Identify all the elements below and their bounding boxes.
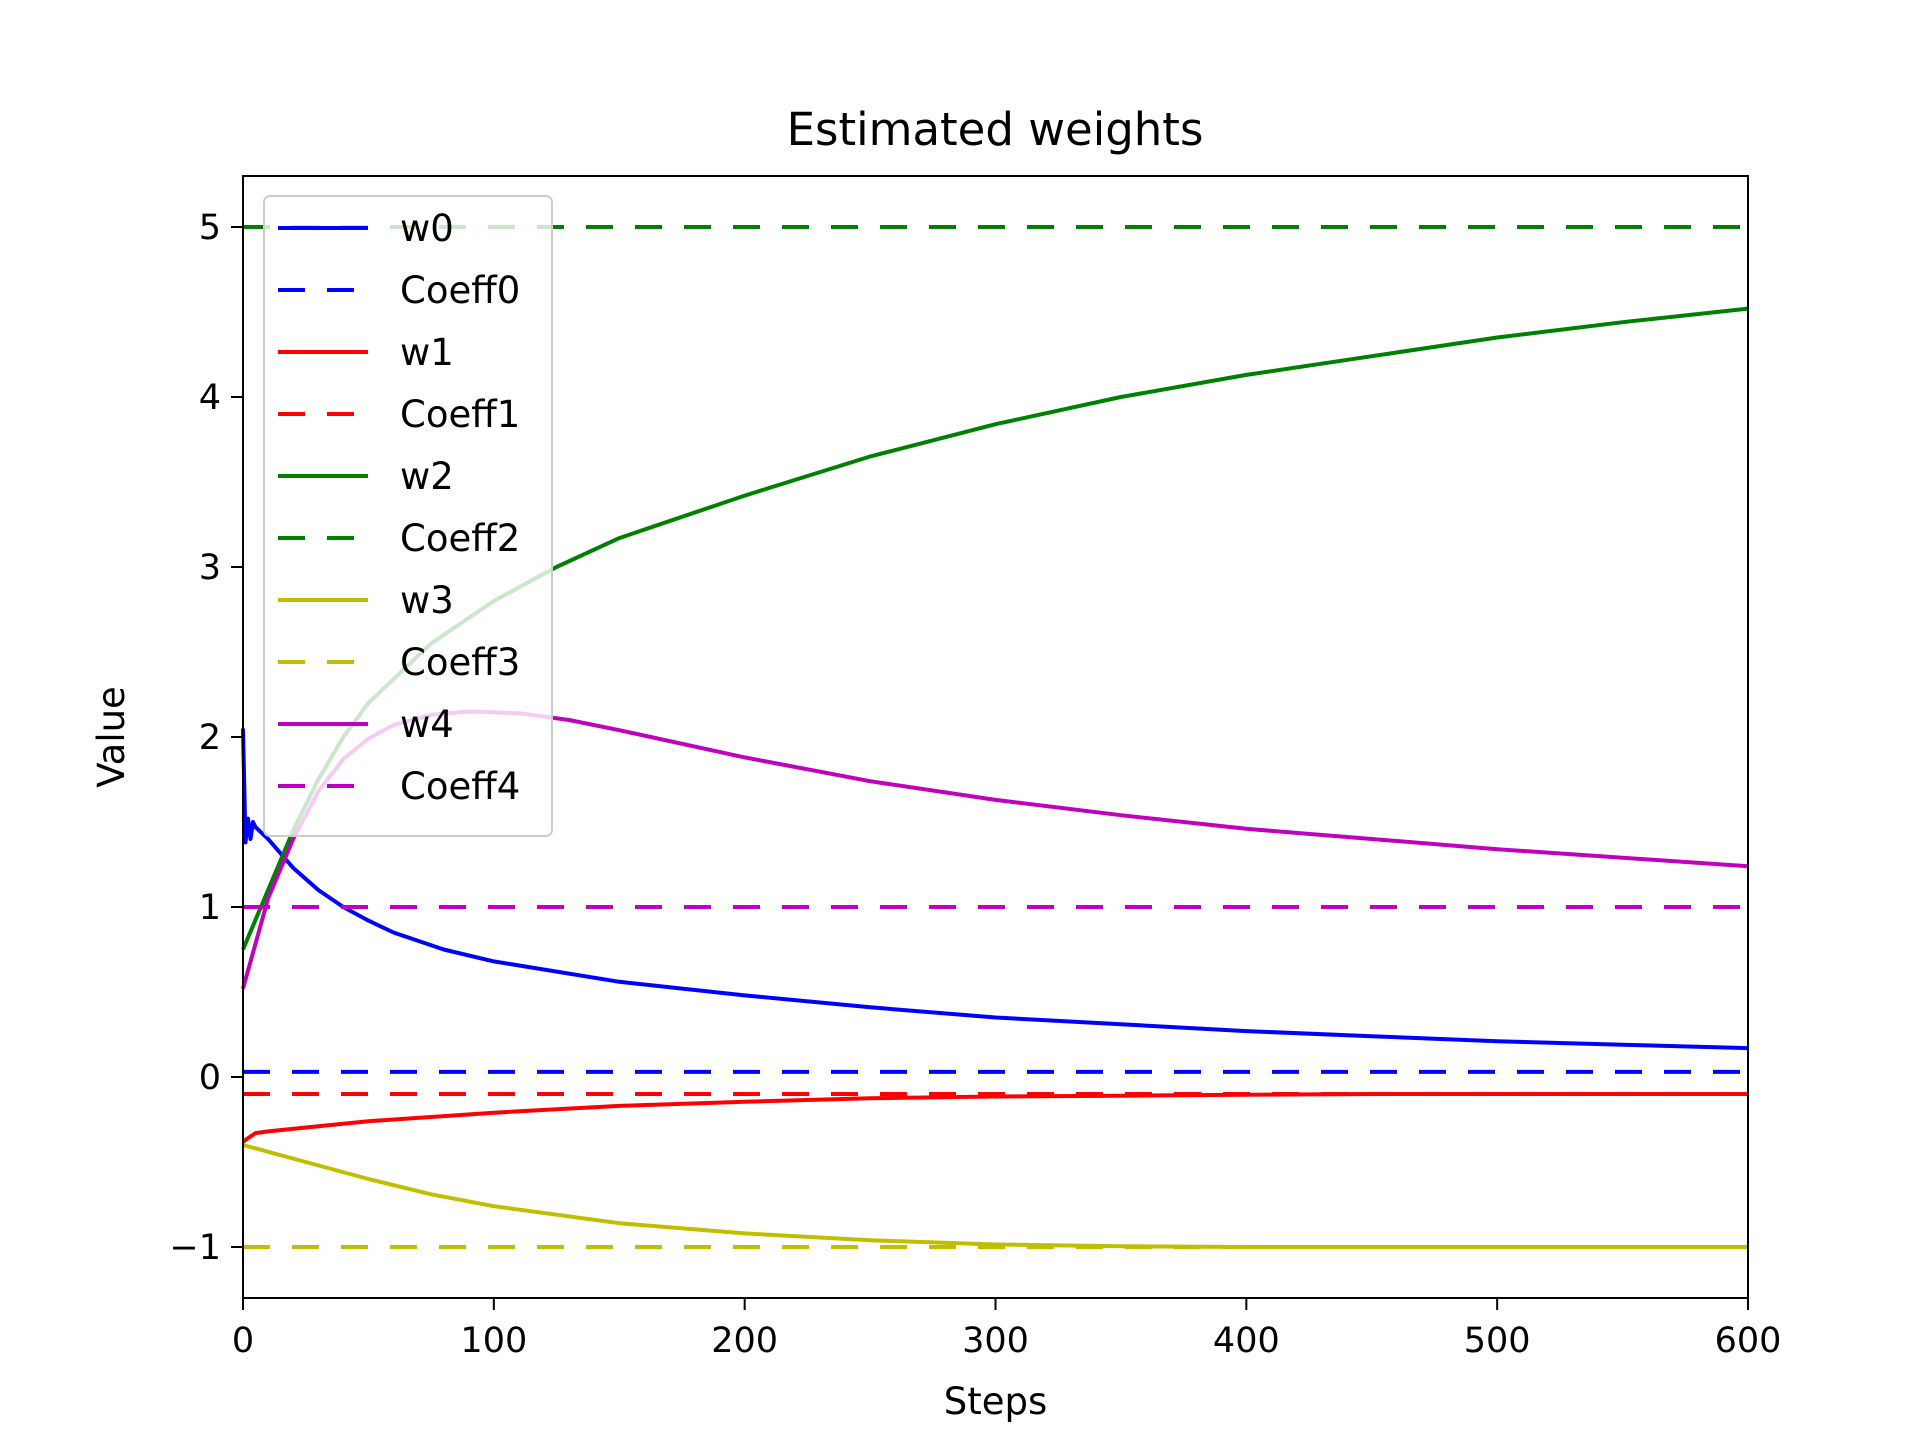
y-tick-label: −1 (169, 1228, 221, 1268)
y-tick-label: 5 (199, 208, 221, 248)
x-tick-label: 100 (460, 1321, 527, 1361)
y-axis-label: Value (90, 686, 133, 788)
series-line-w3 (242, 1143, 1748, 1249)
x-tick-label: 600 (1715, 1321, 1782, 1361)
y-tick-label: 3 (199, 548, 221, 588)
x-tick-label: 400 (1213, 1321, 1280, 1361)
chart-title: Estimated weights (787, 103, 1204, 156)
legend-label-coeff2: Coeff2 (400, 517, 520, 560)
legend-label-coeff1: Coeff1 (400, 393, 520, 436)
legend-label-coeff0: Coeff0 (400, 269, 520, 312)
legend-box (263, 195, 553, 837)
series-line-w1 (241, 1092, 1748, 1144)
y-tick-label: 4 (199, 378, 221, 418)
x-axis: 0 100 200 300 400 500 600 (232, 1298, 1782, 1361)
y-axis: −1 0 1 2 3 4 5 (169, 208, 243, 1268)
legend-label-w1: w1 (400, 331, 454, 374)
series-line-w0 (241, 728, 1749, 1051)
y-tick-label: 2 (199, 718, 221, 758)
x-tick-label: 300 (962, 1321, 1029, 1361)
legend-label-w3: w3 (400, 579, 454, 622)
legend-label-w4: w4 (400, 703, 454, 746)
x-axis-label: Steps (944, 1380, 1048, 1423)
x-tick-label: 0 (232, 1321, 254, 1361)
legend: w0 Coeff0 w1 Coeff1 w2 Coeff2 w3 Coeff3 w4 Coeff4 (263, 195, 553, 837)
x-tick-label: 200 (711, 1321, 778, 1361)
y-tick-label: 1 (199, 888, 221, 928)
legend-label-coeff3: Coeff3 (400, 641, 520, 684)
legend-label-w0: w0 (400, 207, 454, 250)
y-tick-label: 0 (199, 1058, 221, 1098)
legend-label-w2: w2 (400, 455, 454, 498)
x-tick-label: 500 (1464, 1321, 1531, 1361)
legend-label-coeff4: Coeff4 (400, 765, 520, 808)
